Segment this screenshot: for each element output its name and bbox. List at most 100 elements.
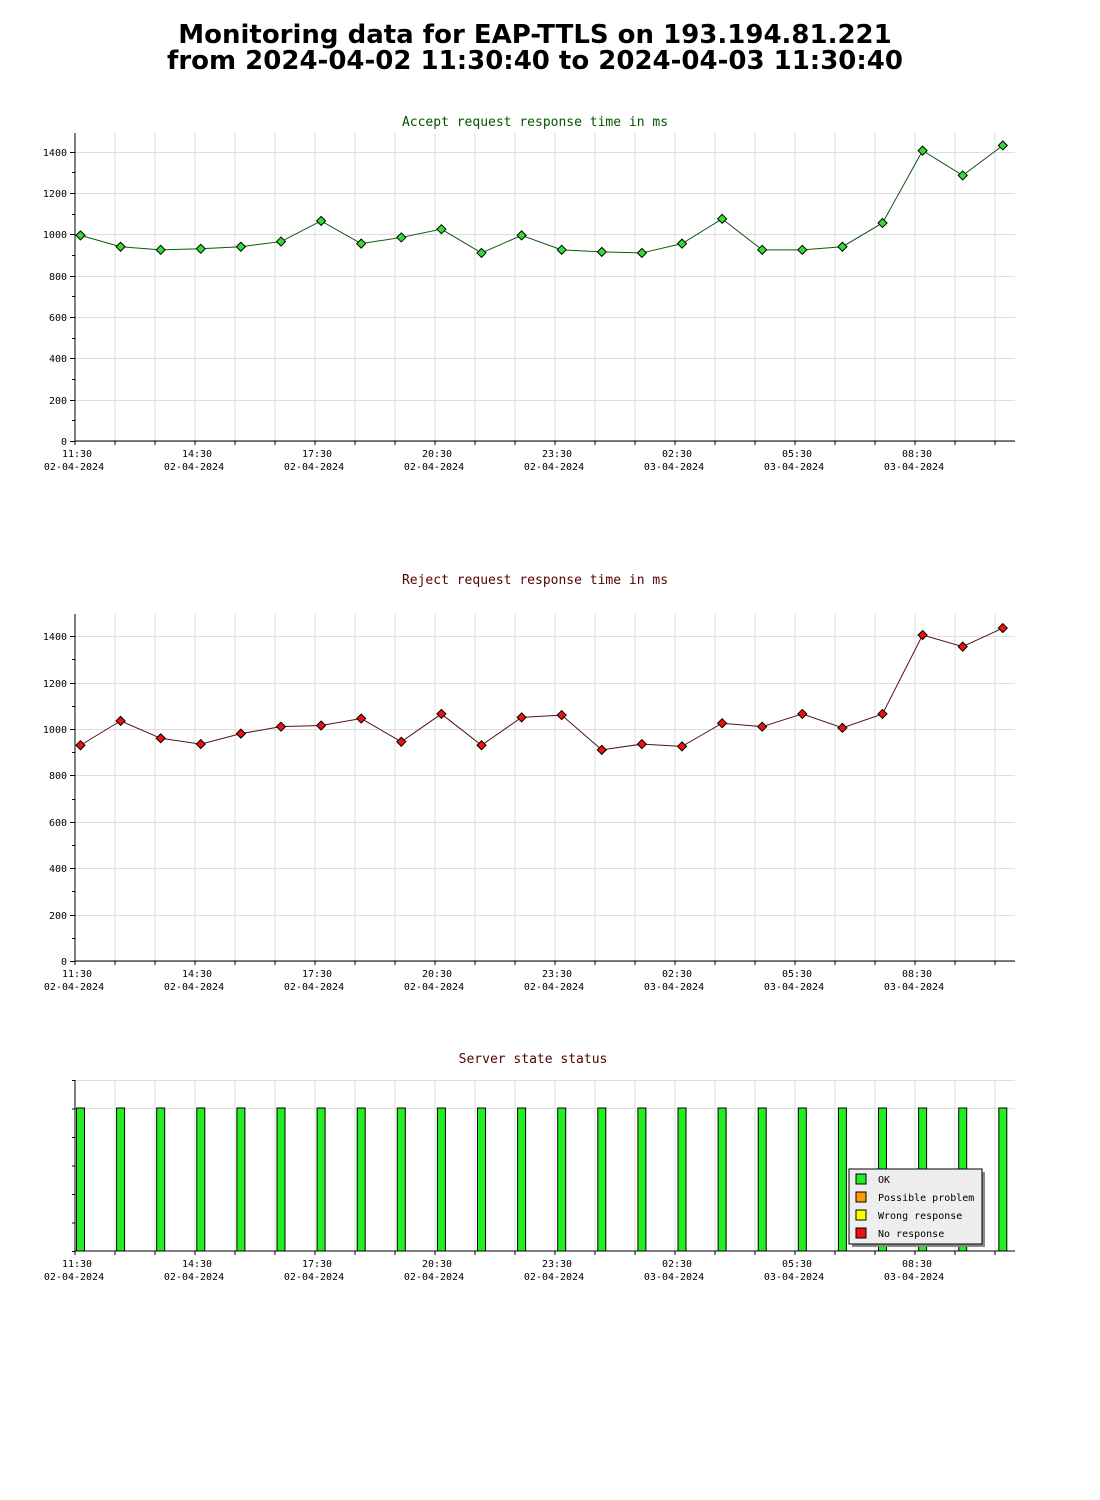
status-x-tick-date: 02-04-2024	[284, 1272, 344, 1283]
reject-y-tick-label: 600	[49, 818, 67, 829]
reject-data-point	[355, 713, 367, 724]
status-bar	[597, 1107, 607, 1252]
accept-x-tick-time: 02:30	[662, 449, 692, 460]
status-x-tick-date: 03-04-2024	[644, 1272, 704, 1283]
status-bar	[837, 1107, 847, 1252]
reject-x-tick-time: 08:30	[902, 969, 932, 980]
reject-x-tick-date: 03-04-2024	[764, 982, 824, 993]
accept-x-tick-date: 02-04-2024	[164, 462, 224, 473]
reject-y-tick-label: 200	[49, 911, 67, 922]
accept-x-tick-time: 23:30	[542, 449, 572, 460]
status-x-tick-date: 02-04-2024	[44, 1272, 104, 1283]
status-bar	[477, 1107, 486, 1252]
reject-data-point	[556, 709, 567, 721]
status-x-tick-time: 08:30	[902, 1259, 932, 1270]
accept-data-point	[676, 238, 688, 249]
accept-y-tick-label: 800	[49, 272, 67, 283]
status-bar	[196, 1107, 206, 1252]
status-bar	[316, 1107, 326, 1252]
status-bar	[116, 1107, 126, 1252]
status-bar	[717, 1107, 727, 1252]
status-x-tick-date: 02-04-2024	[524, 1272, 584, 1283]
accept-x-tick-time: 17:30	[302, 449, 332, 460]
accept-y-tick-label: 400	[49, 354, 67, 365]
accept-x-tick-time: 14:30	[182, 449, 212, 460]
accept-x-tick-date: 02-04-2024	[404, 462, 464, 473]
status-legend: OK Possible problem Wrong response No respo…	[848, 1168, 985, 1247]
status-legend-swatch	[855, 1191, 867, 1203]
status-x-tick-date: 02-04-2024	[404, 1272, 464, 1283]
reject-data-point	[997, 622, 1009, 634]
page-title: Monitoring data for EAP-TTLS on 193.194.…	[0, 22, 1070, 74]
reject-x-tick-date: 03-04-2024	[884, 982, 944, 993]
accept-series-line	[80, 145, 1004, 254]
reject-data-point	[476, 740, 487, 751]
accept-x-tick-time: 08:30	[902, 449, 932, 460]
reject-data-point	[235, 728, 247, 739]
reject-x-tick-date: 03-04-2024	[644, 982, 704, 993]
reject-x-tick-time: 14:30	[182, 969, 212, 980]
reject-data-point	[155, 733, 166, 744]
accept-x-tick-date: 03-04-2024	[764, 462, 824, 473]
reject-data-point	[195, 738, 207, 750]
status-x-tick-time: 17:30	[302, 1259, 332, 1270]
reject-x-tick-date: 02-04-2024	[164, 982, 224, 993]
reject-y-tick-label: 800	[49, 771, 67, 782]
status-x-tick-time: 02:30	[662, 1259, 692, 1270]
accept-x-tick-date: 02-04-2024	[284, 462, 344, 473]
status-legend-swatch	[855, 1209, 867, 1221]
status-chart-title: Server state status	[459, 1052, 608, 1067]
reject-x-tick-time: 02:30	[662, 969, 692, 980]
accept-y-tick-label: 0	[61, 437, 67, 448]
accept-data-point	[436, 223, 447, 235]
status-bar	[757, 1107, 767, 1252]
reject-x-tick-time: 11:30	[62, 969, 92, 980]
status-legend-box	[848, 1168, 983, 1245]
accept-data-point	[315, 215, 327, 227]
reject-chart-title: Reject request response time in ms	[402, 573, 668, 588]
status-x-tick-date: 03-04-2024	[884, 1272, 944, 1283]
reject-data-point	[396, 736, 407, 747]
status-x-tick-time: 20:30	[422, 1259, 452, 1270]
status-legend-label: No response	[878, 1229, 944, 1240]
reject-y-tick-label: 1000	[43, 725, 67, 736]
reject-y-tick-label: 0	[61, 957, 67, 968]
accept-x-tick-date: 02-04-2024	[44, 462, 104, 473]
page-title-line-1: Monitoring data for EAP-TTLS on 193.194.…	[178, 20, 892, 50]
page-title-line-2: from 2024-04-02 11:30:40 to 2024-04-03 1…	[167, 46, 903, 76]
reject-data-point	[957, 641, 968, 652]
reject-data-point	[75, 740, 86, 751]
reject-x-tick-time: 05:30	[782, 969, 812, 980]
status-legend-swatch	[855, 1227, 867, 1239]
reject-data-point	[115, 715, 126, 727]
reject-x-tick-date: 02-04-2024	[44, 982, 104, 993]
status-legend-swatch	[855, 1173, 867, 1185]
accept-x-tick-date: 02-04-2024	[524, 462, 584, 473]
accept-data-point	[195, 243, 207, 255]
reject-data-point	[596, 744, 608, 756]
status-x-tick-date: 02-04-2024	[164, 1272, 224, 1283]
accept-data-point	[75, 230, 86, 241]
status-bar	[677, 1107, 687, 1252]
accept-y-tick-label: 600	[49, 313, 67, 324]
status-bar	[156, 1107, 166, 1252]
status-x-tick-time: 23:30	[542, 1259, 572, 1270]
accept-y-tick-label: 1200	[43, 189, 67, 200]
reject-data-point	[877, 708, 888, 720]
accept-x-tick-date: 03-04-2024	[884, 462, 944, 473]
status-bar	[998, 1107, 1008, 1252]
reject-x-tick-date: 02-04-2024	[404, 982, 464, 993]
status-x-tick-time: 05:30	[782, 1259, 812, 1270]
status-legend-label: OK	[878, 1175, 890, 1186]
reject-y-tick-label: 1200	[43, 679, 67, 690]
reject-x-tick-date: 02-04-2024	[284, 982, 344, 993]
accept-data-point	[837, 241, 848, 252]
accept-data-point	[756, 244, 768, 256]
accept-data-point	[636, 247, 648, 259]
accept-data-point	[115, 241, 126, 252]
status-x-tick-date: 03-04-2024	[764, 1272, 824, 1283]
accept-data-point	[516, 230, 527, 241]
reject-x-tick-time: 23:30	[542, 969, 572, 980]
accept-x-tick-time: 05:30	[782, 449, 812, 460]
accept-x-tick-time: 11:30	[62, 449, 92, 460]
